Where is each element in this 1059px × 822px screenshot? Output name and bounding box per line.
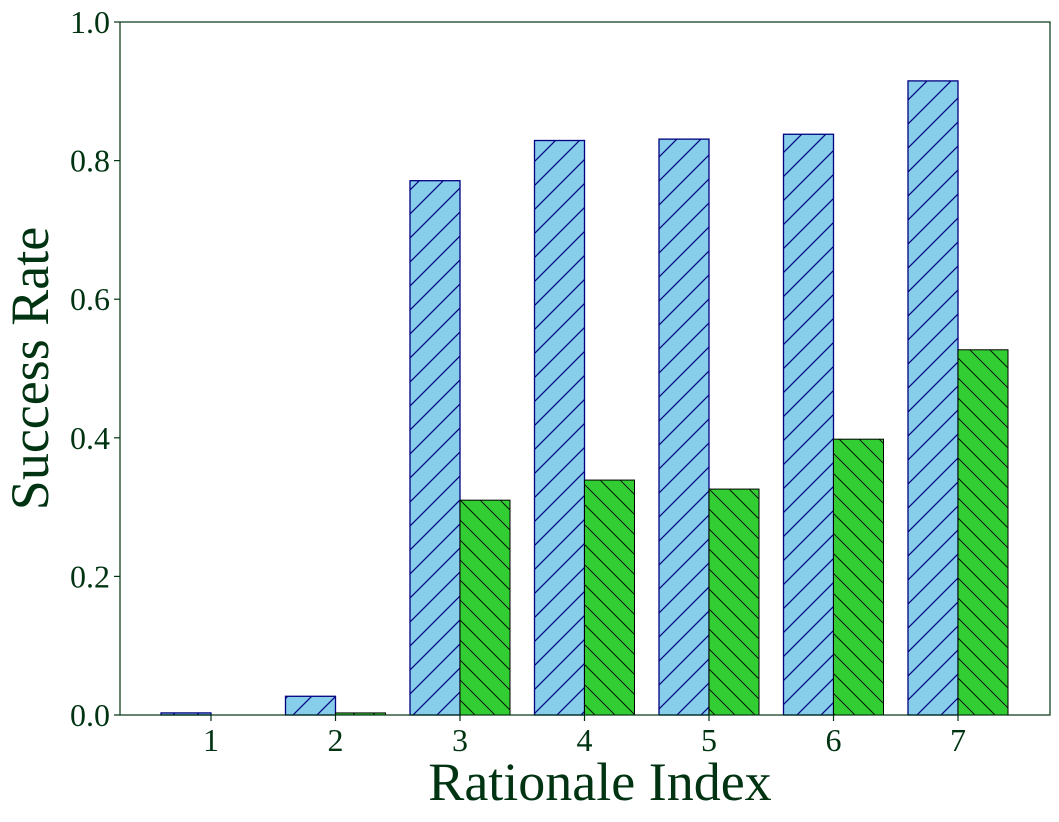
y-tick-label: 0.8 — [70, 143, 110, 179]
bar-series1-6 — [782, 133, 835, 716]
bar-series1-7 — [907, 80, 959, 716]
axes-layer — [114, 21, 1051, 721]
bar-series2-7 — [957, 349, 1009, 716]
bars-layer — [160, 80, 1009, 716]
x-tick-label: 3 — [452, 722, 468, 758]
x-tick-label: 2 — [328, 722, 344, 758]
x-axis-title: Rationale Index — [428, 752, 771, 812]
bar-series2-5 — [708, 488, 760, 716]
y-tick-label: 0.0 — [70, 697, 110, 733]
y-tick-label: 0.6 — [70, 281, 110, 317]
x-tick-label: 5 — [701, 722, 717, 758]
bar-series1-4 — [533, 139, 586, 716]
bar-series1-2 — [284, 695, 337, 716]
x-tick-label: 4 — [577, 722, 593, 758]
bar-series2-4 — [584, 479, 635, 716]
labels-layer: 0.0 0.2 0.4 0.6 0.8 1.0 1 2 3 4 5 6 7 — [70, 4, 966, 758]
x-tick-label: 7 — [950, 722, 966, 758]
y-tick-label: 1.0 — [70, 4, 110, 40]
bar-series2-6 — [833, 438, 884, 716]
bar-series1-5 — [658, 138, 710, 716]
x-tick-label: 6 — [826, 722, 842, 758]
bar-series1-3 — [409, 180, 461, 716]
y-tick-label: 0.2 — [70, 558, 110, 594]
bar-series2-3 — [459, 499, 511, 716]
y-axis-title: Success Rate — [0, 227, 60, 510]
y-tick-label: 0.4 — [70, 420, 110, 456]
x-tick-label: 1 — [203, 722, 219, 758]
